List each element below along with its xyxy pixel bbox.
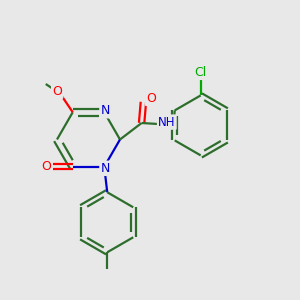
Text: O: O <box>52 85 62 98</box>
Text: N: N <box>100 104 110 117</box>
Text: N: N <box>100 162 110 175</box>
Text: O: O <box>146 92 156 105</box>
Text: Cl: Cl <box>195 66 207 79</box>
Text: NH: NH <box>158 116 175 129</box>
Text: O: O <box>42 160 52 173</box>
